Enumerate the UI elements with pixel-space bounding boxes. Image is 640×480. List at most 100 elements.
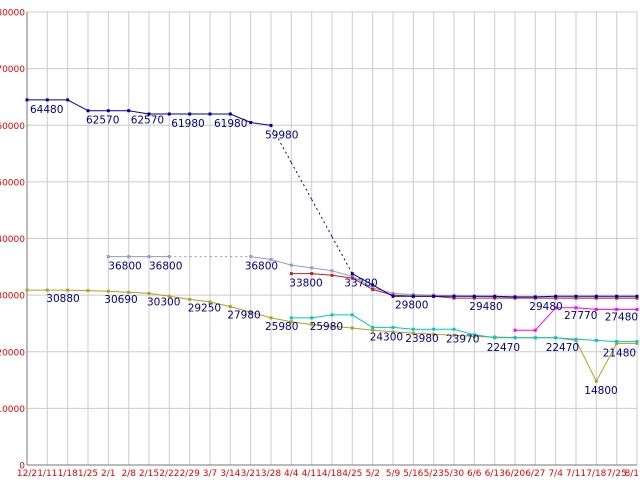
price-annotation: 23970 — [446, 333, 479, 345]
olive-series-marker — [289, 320, 293, 324]
price-annotation: 22470 — [487, 342, 520, 354]
y-axis-tick-label: 10000 — [0, 405, 25, 415]
olive-series-marker — [249, 310, 253, 314]
cyan-series-marker — [533, 336, 537, 340]
x-axis-tick-label: 12/2 — [17, 469, 37, 479]
cyan-series-marker — [350, 313, 354, 317]
x-axis-tick-label: 6/13 — [485, 469, 505, 479]
x-axis-tick-label: 7/25 — [607, 469, 627, 479]
navy-series-marker — [615, 294, 619, 298]
navy-series-marker — [106, 109, 110, 113]
price-annotation: 23980 — [405, 333, 438, 345]
red-series-marker — [594, 296, 598, 300]
navy-series-marker — [513, 295, 517, 299]
y-axis-tick-label: 30000 — [0, 292, 25, 302]
lavender-series-marker — [249, 255, 253, 259]
x-axis-tick-label: 5/16 — [403, 469, 423, 479]
x-axis-tick-label: 7/18 — [586, 469, 606, 479]
olive-series-marker — [269, 316, 273, 320]
olive-series-marker — [472, 335, 476, 338]
red-series-line — [291, 273, 637, 299]
red-series-marker — [310, 272, 314, 276]
olive-series-marker — [371, 328, 375, 332]
cyan-series-marker — [289, 316, 293, 320]
olive-series-marker — [411, 331, 415, 335]
red-series-marker — [635, 296, 639, 300]
price-annotation: 29480 — [529, 301, 562, 313]
navy-series-marker — [554, 294, 558, 298]
navy-series-marker — [147, 112, 151, 116]
navy-series-marker — [228, 112, 232, 116]
x-axis-tick-label: 2/22 — [159, 469, 179, 479]
y-axis-tick-label: 60000 — [0, 122, 25, 132]
x-axis-tick-label: 2/29 — [180, 469, 200, 479]
navy-series-marker — [25, 98, 29, 102]
red-series-marker — [330, 273, 334, 277]
lavender-series-marker — [147, 255, 151, 259]
cyan-series-marker — [574, 337, 578, 341]
magenta-series-marker — [635, 307, 639, 311]
price-annotation: 36800 — [149, 261, 182, 273]
cyan-series-line — [291, 314, 637, 343]
price-annotation: 22470 — [546, 342, 579, 354]
price-annotation: 27480 — [605, 311, 638, 323]
cyan-series-marker — [615, 340, 619, 344]
lavender-series-marker — [391, 291, 395, 295]
magenta-series-marker — [574, 306, 578, 310]
olive-series-marker — [432, 332, 436, 336]
cyan-series-marker — [472, 333, 476, 337]
navy-series-marker — [45, 98, 49, 102]
olive-series-marker — [208, 300, 212, 304]
cyan-series-marker — [310, 316, 314, 320]
price-annotation: 59980 — [265, 129, 298, 141]
cyan-series-marker — [371, 325, 375, 329]
red-series-marker — [615, 296, 619, 300]
olive-series-marker — [228, 305, 232, 309]
x-axis-tick-label: 4/18 — [322, 469, 342, 479]
cyan-series-marker — [432, 327, 436, 331]
y-axis-tick-label: 80000 — [0, 9, 25, 19]
price-annotation: 30880 — [46, 293, 79, 305]
y-axis-tick-label: 70000 — [0, 65, 25, 75]
lavender-series-marker — [350, 274, 354, 278]
price-annotation: 33800 — [289, 278, 322, 290]
x-axis-tick-label: 8/1 — [625, 469, 639, 479]
price-annotation: 25980 — [265, 321, 298, 333]
olive-series-marker — [594, 379, 598, 383]
red-series-marker — [452, 296, 456, 300]
price-annotation: 64480 — [30, 104, 63, 116]
cyan-series-marker — [594, 338, 598, 342]
navy-series-marker — [574, 294, 578, 298]
red-series-marker — [289, 272, 293, 276]
magenta-series-marker — [615, 307, 619, 311]
olive-series-marker — [66, 288, 70, 292]
red-series-marker — [554, 296, 558, 300]
x-axis-tick-label: 2/1 — [101, 469, 115, 479]
olive-series-marker — [45, 288, 49, 292]
navy-series-marker — [594, 294, 598, 298]
x-axis-tick-label: 6/27 — [525, 469, 545, 479]
price-annotation: 24300 — [370, 331, 403, 343]
price-annotation: 36800 — [108, 261, 141, 273]
cyan-series-marker — [330, 313, 334, 317]
olive-series-marker — [188, 297, 192, 301]
magenta-series-marker — [554, 306, 558, 310]
olive-series-marker — [127, 290, 131, 294]
x-axis-tick-label: 7/11 — [566, 469, 586, 479]
olive-series-marker — [452, 333, 456, 337]
navy-series-marker — [533, 295, 537, 299]
x-axis-tick-label: 5/9 — [386, 469, 401, 479]
navy-series-marker — [350, 272, 354, 276]
x-axis-tick-label: 2/15 — [139, 469, 159, 479]
magenta-series-marker — [533, 328, 537, 332]
x-axis-tick-label: 4/4 — [284, 469, 299, 479]
x-axis-tick-label: 4/11 — [302, 469, 322, 479]
x-axis-tick-label: 3/21 — [241, 469, 261, 479]
price-annotation: 21480 — [603, 347, 636, 359]
price-annotation: 30300 — [147, 296, 180, 308]
navy-series-dashed-line — [270, 125, 353, 274]
olive-series-marker — [106, 289, 110, 293]
olive-series-marker — [167, 294, 171, 298]
navy-series-marker — [432, 294, 436, 298]
